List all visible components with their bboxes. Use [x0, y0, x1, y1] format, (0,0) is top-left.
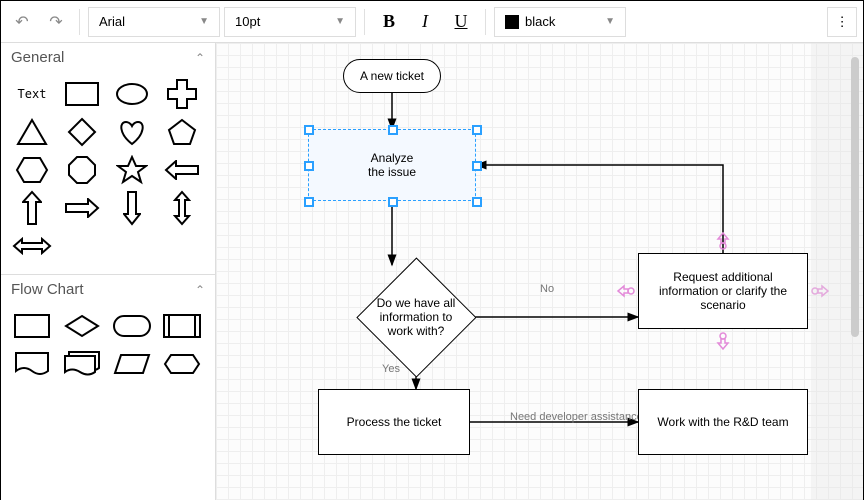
shape-rect[interactable] — [59, 76, 105, 112]
selection-handle[interactable] — [472, 161, 482, 171]
hover-arrow-icon[interactable] — [811, 282, 829, 300]
chevron-down-icon: ▼ — [605, 16, 615, 27]
italic-button[interactable]: I — [409, 7, 441, 37]
shape-decision[interactable] — [59, 308, 105, 344]
color-swatch — [505, 15, 519, 29]
shape-predefined[interactable] — [159, 308, 205, 344]
node-start[interactable]: A new ticket — [343, 59, 441, 93]
hover-arrow-icon[interactable] — [617, 282, 635, 300]
shape-arrow-left[interactable] — [159, 152, 205, 188]
shape-document[interactable] — [9, 346, 55, 382]
node-request[interactable]: Request additional information or clarif… — [638, 253, 808, 329]
separator — [79, 9, 80, 35]
selection-handle[interactable] — [304, 197, 314, 207]
font-family-value: Arial — [99, 14, 125, 29]
shape-multidoc[interactable] — [59, 346, 105, 382]
shape-data[interactable] — [109, 346, 155, 382]
shape-ellipse[interactable] — [109, 76, 155, 112]
section-title: Flow Chart — [11, 281, 84, 298]
scrollbar-thumb[interactable] — [851, 57, 859, 337]
shape-hexagon[interactable] — [9, 152, 55, 188]
font-size-value: 10pt — [235, 14, 260, 29]
toolbar: ↶ ↷ Arial ▼ 10pt ▼ B I U black ▼ ⋮ — [1, 1, 863, 43]
shape-arrow-updown[interactable] — [159, 190, 205, 226]
shape-star[interactable] — [109, 152, 155, 188]
selection-handle[interactable] — [388, 197, 398, 207]
section-title: General — [11, 49, 64, 66]
more-menu-button[interactable]: ⋮ — [827, 7, 857, 37]
selection-handle[interactable] — [388, 125, 398, 135]
shape-heart[interactable] — [109, 114, 155, 150]
separator — [485, 9, 486, 35]
shape-arrow-leftright[interactable] — [9, 228, 55, 264]
undo-button[interactable]: ↶ — [7, 7, 37, 37]
font-family-select[interactable]: Arial ▼ — [88, 7, 220, 37]
shape-diamond[interactable] — [59, 114, 105, 150]
node-label: Do we have all information to work with? — [356, 257, 476, 377]
shape-pentagon[interactable] — [159, 114, 205, 150]
redo-button[interactable]: ↷ — [41, 7, 71, 37]
shape-process[interactable] — [9, 308, 55, 344]
shapes-sidebar: General ⌃ Text Flow Chart ⌃ — [1, 43, 216, 500]
shape-preparation[interactable] — [159, 346, 205, 382]
node-analyze[interactable]: Analyzethe issue — [308, 129, 476, 201]
selection-handle[interactable] — [472, 125, 482, 135]
font-size-select[interactable]: 10pt ▼ — [224, 7, 356, 37]
selection-handle[interactable] — [304, 125, 314, 135]
hover-arrow-icon[interactable] — [714, 332, 732, 350]
chevron-up-icon: ⌃ — [195, 51, 205, 65]
separator — [364, 9, 365, 35]
shape-arrow-right[interactable] — [59, 190, 105, 226]
chevron-down-icon: ▼ — [335, 16, 345, 27]
shape-arrow-down-block[interactable] — [109, 190, 155, 226]
color-value: black — [525, 14, 555, 29]
selection-handle[interactable] — [472, 197, 482, 207]
edge-label: No — [538, 283, 556, 295]
node-info[interactable]: Do we have all information to work with? — [356, 257, 476, 377]
selection-handle[interactable] — [304, 161, 314, 171]
shape-text[interactable]: Text — [9, 76, 55, 112]
shape-octagon[interactable] — [59, 152, 105, 188]
shape-triangle[interactable] — [9, 114, 55, 150]
chevron-down-icon: ▼ — [199, 16, 209, 27]
underline-button[interactable]: U — [445, 7, 477, 37]
sidebar-section-flowchart[interactable]: Flow Chart ⌃ — [1, 275, 215, 304]
sidebar-section-general[interactable]: General ⌃ — [1, 43, 215, 72]
color-select[interactable]: black ▼ — [494, 7, 626, 37]
edge-label: Need developer assistance? — [508, 411, 651, 423]
node-rnd[interactable]: Work with the R&D team — [638, 389, 808, 455]
flowchart-shapes-grid — [1, 304, 215, 392]
chevron-up-icon: ⌃ — [195, 283, 205, 297]
general-shapes-grid: Text — [1, 72, 215, 274]
scrollbar-vertical[interactable] — [849, 57, 861, 487]
hover-arrow-icon[interactable] — [714, 232, 732, 250]
canvas[interactable]: YesNoNeed developer assistance?A new tic… — [216, 43, 863, 500]
node-process[interactable]: Process the ticket — [318, 389, 470, 455]
shape-plus[interactable] — [159, 76, 205, 112]
bold-button[interactable]: B — [373, 7, 405, 37]
shape-terminator[interactable] — [109, 308, 155, 344]
shape-arrow-up[interactable] — [9, 190, 55, 226]
